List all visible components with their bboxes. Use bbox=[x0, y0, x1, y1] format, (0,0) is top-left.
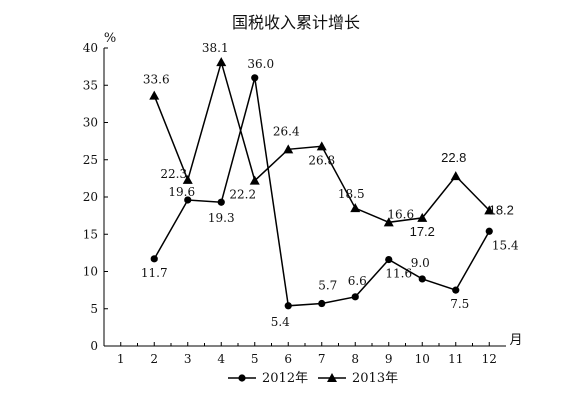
data-point-triangle bbox=[216, 57, 227, 67]
data-point-circle bbox=[385, 255, 393, 264]
legend-marker-triangle bbox=[327, 373, 337, 382]
data-label: 33.6 bbox=[143, 73, 170, 87]
data-label: 17.2 bbox=[410, 224, 435, 239]
data-point-triangle bbox=[149, 90, 160, 100]
data-label: 9.0 bbox=[411, 256, 430, 270]
legend-label: 2013年 bbox=[352, 371, 398, 386]
data-label: 19.6 bbox=[168, 185, 195, 199]
data-point-circle bbox=[485, 227, 493, 235]
data-label: 26.4 bbox=[273, 124, 300, 138]
y-tick-label: 25 bbox=[83, 153, 98, 167]
data-point-triangle bbox=[484, 205, 495, 215]
y-tick-label: 0 bbox=[90, 339, 98, 353]
data-point-circle bbox=[251, 74, 259, 82]
data-label: 22.2 bbox=[229, 188, 256, 202]
y-tick-label: 30 bbox=[83, 116, 98, 130]
data-label: 22.3 bbox=[160, 167, 187, 181]
x-tick-label: 4 bbox=[217, 352, 225, 366]
data-label: 18.2 bbox=[489, 202, 514, 217]
y-tick-label: 10 bbox=[83, 265, 98, 279]
data-label: 5.4 bbox=[271, 315, 290, 329]
data-point-circle bbox=[351, 293, 359, 301]
data-label: 18.5 bbox=[338, 187, 365, 201]
data-label: 5.7 bbox=[318, 279, 337, 293]
chart-title: 国税收入累计增长 bbox=[232, 13, 360, 32]
legend-label: 2012年 bbox=[262, 371, 308, 386]
data-label: 36.0 bbox=[247, 57, 274, 71]
series-triangle: 33.6 22.3 38.1 22.2 26.4 26.8 18.5 16.6 17.2 22.8… bbox=[143, 41, 514, 239]
data-label: 15.4 bbox=[492, 238, 519, 252]
series-circle: 11.7 19.6 19.3 36.0 5.4 5.7 6.6 11.69.0 7.5 15.4 bbox=[141, 57, 519, 329]
data-label: 22.8 bbox=[441, 150, 466, 165]
data-label: 16.6 bbox=[387, 207, 414, 221]
x-tick-label: 7 bbox=[318, 352, 326, 366]
y-tick-label: 15 bbox=[83, 227, 98, 241]
series-layer: 11.719.619.336.05.45.7 6.611.69.07.515.43… bbox=[141, 41, 519, 329]
series-line bbox=[153, 77, 490, 307]
data-point-triangle bbox=[450, 171, 461, 181]
data-point-circle bbox=[217, 198, 225, 206]
data-point-triangle bbox=[249, 175, 260, 185]
data-point-circle bbox=[418, 275, 426, 283]
data-label: 11.7 bbox=[141, 266, 168, 280]
data-label: 26.8 bbox=[308, 153, 335, 167]
x-tick-label: 8 bbox=[351, 352, 359, 366]
data-point-triangle bbox=[417, 212, 428, 222]
data-point-circle bbox=[184, 196, 192, 204]
data-point-triangle bbox=[283, 144, 294, 154]
data-point-triangle bbox=[182, 174, 193, 184]
x-tick-label: 5 bbox=[251, 352, 259, 366]
data-label: 38.1 bbox=[202, 41, 229, 55]
x-tick-label: 12 bbox=[482, 352, 497, 366]
x-tick-label: 2 bbox=[150, 352, 158, 366]
y-tick-label: 35 bbox=[83, 78, 98, 92]
x-tick-label: 11 bbox=[448, 352, 463, 366]
y-axis-label: % bbox=[104, 31, 116, 46]
data-label: 7.5 bbox=[450, 297, 469, 311]
data-point-triangle bbox=[350, 203, 361, 213]
x-axis-label: 月 bbox=[509, 333, 522, 348]
y-tick-label: 5 bbox=[90, 302, 98, 316]
data-point-circle bbox=[284, 302, 292, 310]
x-tick-label: 10 bbox=[415, 352, 430, 366]
y-tick-label: 40 bbox=[83, 41, 98, 55]
x-tick-label: 3 bbox=[184, 352, 192, 366]
legend-item: 2012年 bbox=[228, 371, 308, 386]
data-point-circle bbox=[150, 255, 158, 263]
data-point-circle bbox=[318, 299, 326, 308]
x-tick-label: 1 bbox=[117, 352, 125, 366]
x-tick-label: 6 bbox=[284, 352, 292, 366]
data-label: 19.3 bbox=[208, 211, 235, 225]
legend-marker-circle bbox=[238, 374, 246, 382]
legend: 2012年 2013年 bbox=[228, 371, 398, 386]
x-tick-label: 9 bbox=[385, 352, 393, 366]
data-label: 6.6 bbox=[348, 274, 367, 288]
data-point-circle bbox=[452, 286, 460, 294]
data-label: 11.6 bbox=[385, 267, 412, 281]
data-point-triangle bbox=[316, 141, 327, 151]
y-tick-label: 20 bbox=[83, 190, 98, 204]
data-point-triangle bbox=[383, 217, 394, 227]
legend-item: 2013年 bbox=[318, 371, 398, 386]
